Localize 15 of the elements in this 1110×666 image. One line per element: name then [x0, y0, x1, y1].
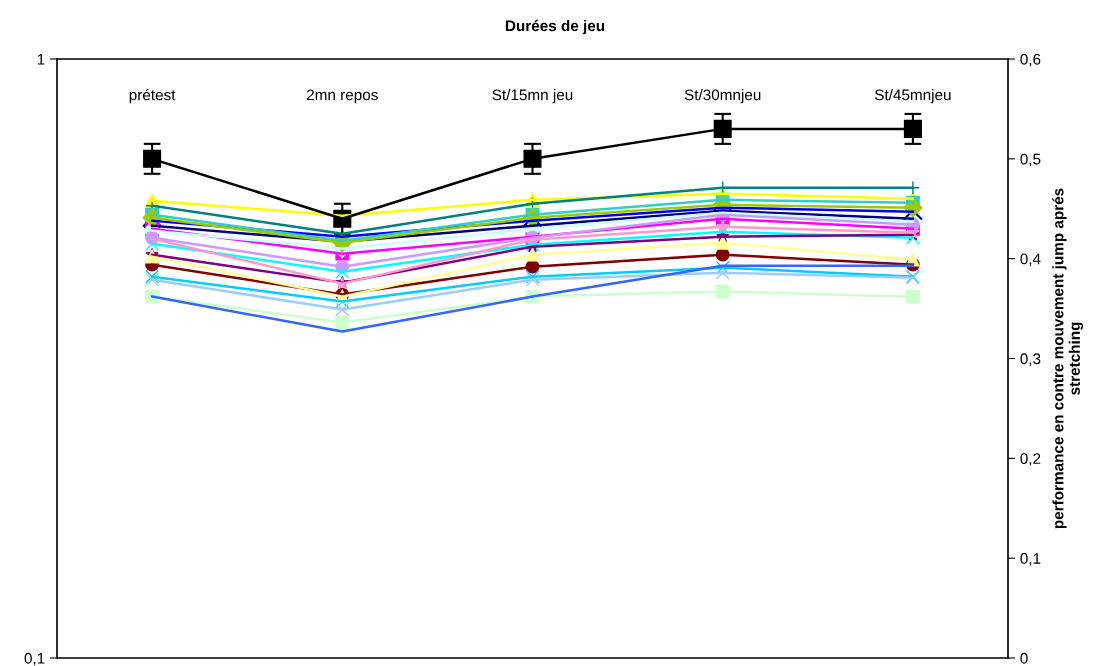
y2-tick-label: 0,1	[1020, 553, 1041, 566]
y2-axis-title: performance en contre mouvement jump aprés stretching	[1052, 188, 1084, 529]
chart-title: Durées de jeu	[505, 19, 605, 35]
y2-tick-label: 0,6	[1020, 53, 1041, 67]
y-tick-label: 1	[37, 54, 45, 65]
x-tick-label: St/15mn jeu	[492, 89, 573, 104]
x-tick-label: St/30mnjeu	[684, 89, 761, 104]
x-tick-label: 2mn repos	[306, 89, 378, 104]
y2-tick-label: 0	[1020, 652, 1028, 664]
y2-tick-label: 0,2	[1020, 453, 1041, 466]
y2-tick-label: 0,4	[1020, 253, 1041, 267]
y2-tick-label: 0,3	[1020, 353, 1041, 366]
y2-tick-label: 0,5	[1020, 153, 1041, 167]
x-tick-label: prétest	[129, 88, 176, 104]
x-tick-label: St/45mnjeu	[874, 89, 951, 104]
